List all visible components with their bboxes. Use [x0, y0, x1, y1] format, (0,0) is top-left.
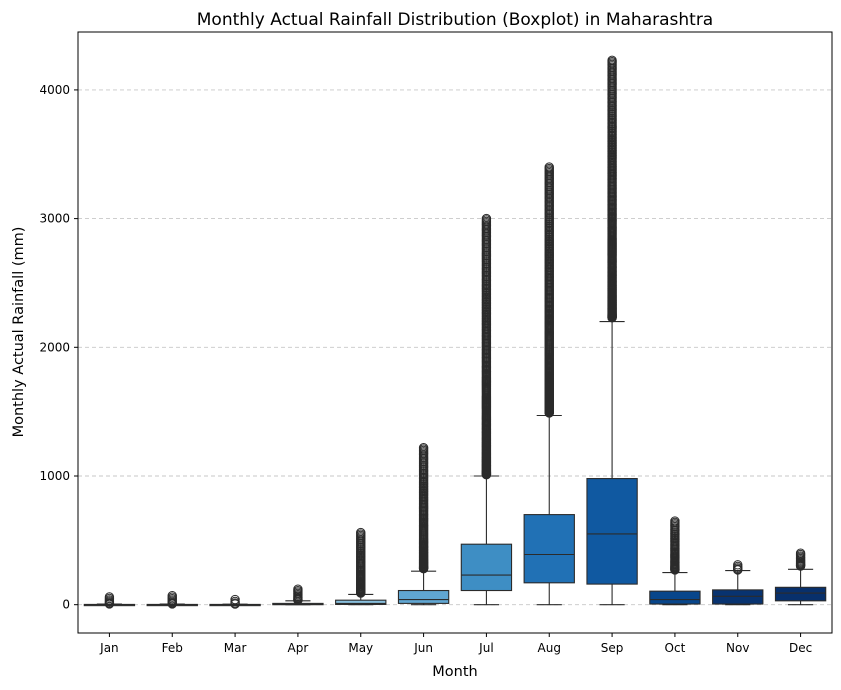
boxes-layer — [83, 55, 827, 609]
outliers — [104, 592, 115, 609]
outlier-point — [356, 527, 366, 538]
x-axis-label: Month — [432, 664, 477, 680]
x-tick-label: Apr — [288, 641, 309, 655]
box-nov — [712, 560, 764, 606]
x-axis-ticks: Jan Feb Mar Apr May Jun Jul Aug Sep Oct Nov Dec — [99, 633, 812, 655]
x-tick-label: Nov — [726, 641, 749, 655]
outliers — [544, 162, 554, 418]
outlier-point — [733, 560, 743, 570]
box-jan — [83, 592, 136, 609]
outlier-point — [293, 584, 303, 594]
box-jun — [397, 442, 450, 606]
box-dec — [774, 548, 827, 606]
iqr-box — [649, 590, 701, 605]
outliers — [418, 442, 429, 574]
outlier-point — [230, 594, 240, 605]
outlier-point — [795, 548, 806, 558]
box-oct — [649, 516, 701, 606]
outlier-point — [104, 592, 115, 602]
x-tick-label: Mar — [224, 641, 247, 655]
outlier-point — [167, 590, 177, 601]
outliers — [733, 560, 743, 575]
box-may — [335, 527, 387, 606]
outliers — [795, 548, 806, 571]
iqr-box — [586, 478, 638, 585]
box-mar — [209, 594, 261, 609]
y-tick-label: 4000 — [39, 83, 70, 97]
outlier-point — [481, 213, 492, 224]
x-tick-label: May — [348, 641, 373, 655]
x-tick-label: Jul — [478, 641, 493, 655]
x-tick-label: Feb — [162, 641, 183, 655]
iqr-box — [774, 586, 827, 602]
box-jul — [460, 213, 513, 606]
box-apr — [272, 584, 324, 606]
x-tick-label: Jun — [413, 641, 433, 655]
outliers — [167, 590, 177, 609]
y-tick-label: 2000 — [39, 340, 70, 354]
y-axis-label: Monthly Actual Rainfall (mm) — [11, 227, 27, 438]
iqr-box — [397, 589, 450, 604]
outlier-point — [670, 516, 680, 526]
outliers — [481, 213, 492, 480]
box-feb — [146, 590, 198, 609]
y-axis-ticks: 0 1000 2000 3000 4000 — [39, 83, 78, 612]
x-tick-label: Dec — [789, 641, 812, 655]
x-tick-label: Sep — [601, 641, 624, 655]
outlier-point — [544, 162, 554, 172]
iqr-box — [335, 599, 387, 605]
outliers — [356, 527, 366, 598]
box-aug — [523, 162, 575, 606]
chart-title: Monthly Actual Rainfall Distribution (Bo… — [197, 10, 713, 30]
y-tick-label: 0 — [62, 598, 70, 612]
x-tick-label: Jan — [99, 641, 119, 655]
outlier-point — [418, 442, 429, 453]
y-tick-label: 3000 — [39, 212, 70, 226]
x-tick-label: Oct — [665, 641, 686, 655]
iqr-box — [460, 543, 513, 592]
box-sep — [586, 55, 638, 606]
iqr-box — [712, 589, 764, 605]
outliers — [293, 584, 303, 605]
plot-frame — [77, 31, 833, 634]
y-tick-label: 1000 — [39, 469, 70, 483]
outlier-point — [607, 55, 617, 66]
outliers — [670, 516, 680, 575]
iqr-box — [523, 514, 575, 584]
outliers — [230, 594, 240, 609]
x-tick-label: Aug — [538, 641, 561, 655]
outliers — [607, 55, 617, 323]
